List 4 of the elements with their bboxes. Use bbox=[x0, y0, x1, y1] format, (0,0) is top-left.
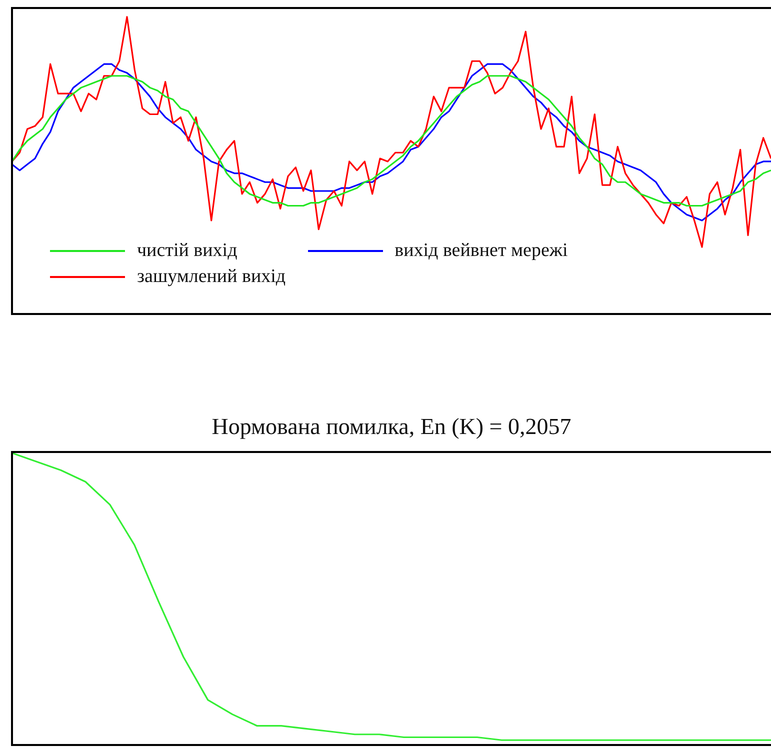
chart-title: Нормована помилка, En (K) = 0,2057 bbox=[212, 414, 572, 439]
legend-label: чистій вихід bbox=[137, 240, 238, 262]
legend-label: вихід вейвнет мережі bbox=[394, 240, 568, 262]
legend-label: зашумлений вихід bbox=[137, 266, 286, 288]
